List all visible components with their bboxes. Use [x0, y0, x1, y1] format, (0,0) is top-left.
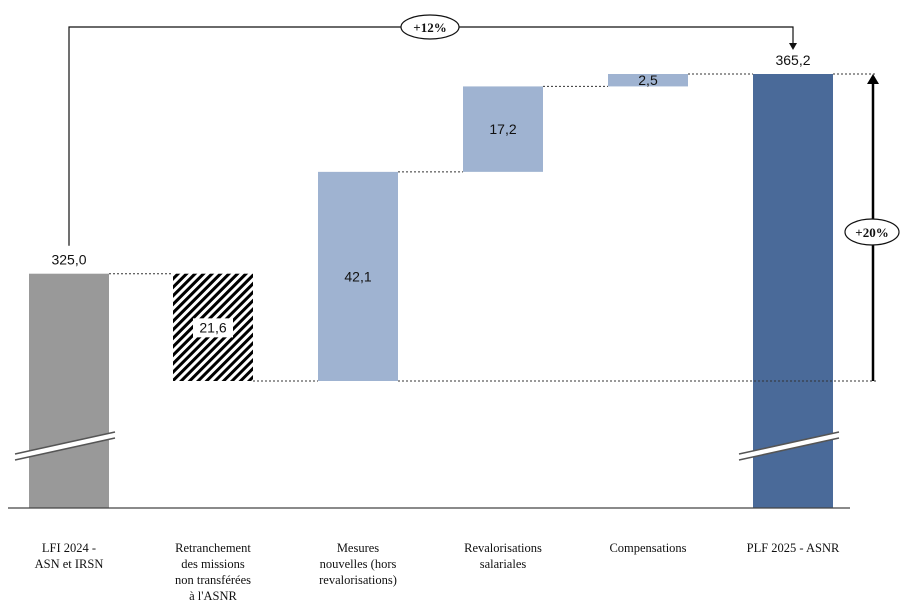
value-label: 42,1: [344, 268, 371, 284]
bar-compensations: [608, 74, 688, 87]
category-label-line: Revalorisations: [464, 541, 542, 555]
category-label-line: Mesures: [337, 541, 379, 555]
connector-lines: [109, 73, 753, 382]
growth-badge-label: +12%: [413, 20, 446, 35]
value-label: 21,6: [199, 319, 226, 335]
arrowhead-icon: [867, 74, 879, 84]
axis-break-gap: [739, 432, 839, 460]
bars: [29, 74, 833, 508]
growth-badge: [400, 14, 460, 40]
value-label: 325,0: [51, 252, 86, 268]
axis-break-line: [738, 437, 840, 461]
axis-break-gap: [15, 432, 115, 460]
axis-break-line: [738, 431, 840, 455]
annotations: +12% +20%: [68, 14, 900, 382]
category-label: Mesures nouvelles (hors revalorisations): [319, 541, 397, 587]
growth-bracket-line: [68, 26, 794, 246]
growth-badge-label: +20%: [855, 225, 888, 240]
category-label-line: à l'ASNR: [189, 589, 237, 603]
axis-break-line: [14, 437, 116, 461]
category-label: LFI 2024 - ASN et IRSN: [35, 541, 104, 571]
category-labels: LFI 2024 - ASN et IRSN Retranchement des mi…: [35, 541, 840, 603]
value-label: 17,2: [489, 121, 516, 137]
axis-breaks: [14, 431, 840, 461]
category-label: Revalorisations salariales: [464, 541, 542, 571]
category-label-line: nouvelles (hors: [320, 557, 397, 571]
arrowhead-icon: [789, 43, 797, 50]
bar-lfi-2024: [29, 273, 109, 508]
value-labels: 325,0 21,6 42,1 17,2 2,5 365,2: [51, 52, 811, 338]
value-label: 365,2: [775, 52, 810, 68]
category-label: PLF 2025 - ASNR: [747, 541, 840, 555]
growth-badge: [844, 218, 900, 246]
bar-revalorisations: [463, 86, 543, 172]
category-label-line: PLF 2025 - ASNR: [747, 541, 840, 555]
value-label: 2,5: [638, 72, 658, 88]
category-label-line: LFI 2024 -: [42, 541, 96, 555]
category-label-line: Retranchement: [175, 541, 251, 555]
category-label-line: des missions: [181, 557, 245, 571]
category-label-line: ASN et IRSN: [35, 557, 104, 571]
axis-break-line: [14, 431, 116, 455]
category-label: Compensations: [609, 541, 686, 555]
category-label-line: Compensations: [609, 541, 686, 555]
bar-mesures-nouvelles: [318, 171, 398, 381]
category-label-line: salariales: [480, 557, 527, 571]
category-label-line: non transférées: [175, 573, 251, 587]
category-label: Retranchement des missions non transférées…: [175, 541, 251, 603]
value-label-bg: [193, 318, 233, 338]
category-label-line: revalorisations): [319, 573, 397, 587]
